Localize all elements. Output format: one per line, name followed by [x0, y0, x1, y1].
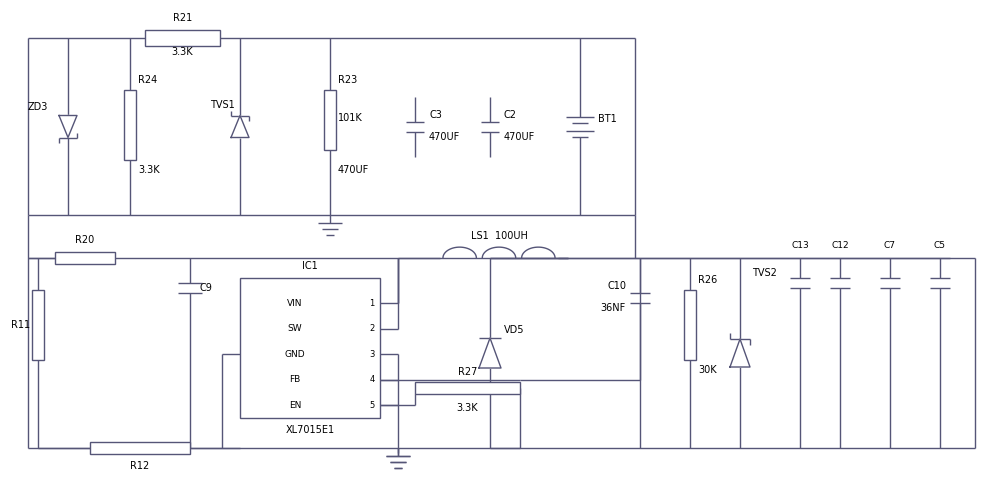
Text: R12: R12 — [130, 461, 150, 471]
Text: C3: C3 — [429, 109, 442, 120]
Text: C12: C12 — [831, 242, 849, 251]
Text: ZD3: ZD3 — [28, 102, 48, 111]
Text: VD5: VD5 — [504, 325, 524, 335]
Text: C13: C13 — [791, 242, 809, 251]
Text: 470UF: 470UF — [429, 132, 460, 141]
Bar — [55, 252, 115, 264]
Text: 101K: 101K — [338, 113, 363, 123]
Text: R27: R27 — [458, 367, 477, 377]
Text: C9: C9 — [200, 283, 213, 293]
Polygon shape — [59, 116, 77, 137]
Text: BT1: BT1 — [598, 114, 617, 123]
Text: R24: R24 — [138, 75, 157, 85]
Bar — [124, 90, 136, 160]
Bar — [145, 30, 220, 46]
Text: FB: FB — [289, 375, 301, 384]
Text: R20: R20 — [75, 235, 95, 245]
Text: R23: R23 — [338, 75, 357, 85]
Polygon shape — [479, 338, 501, 368]
Text: 3: 3 — [369, 350, 375, 359]
Text: VIN: VIN — [287, 299, 303, 308]
Text: R26: R26 — [698, 275, 717, 285]
Text: 1: 1 — [369, 299, 375, 308]
Text: 36NF: 36NF — [601, 303, 626, 313]
Bar — [240, 278, 380, 418]
Text: GND: GND — [285, 350, 305, 359]
Text: TVS1: TVS1 — [210, 101, 235, 110]
Text: IC1: IC1 — [302, 261, 318, 271]
Text: 4: 4 — [369, 375, 375, 384]
Text: 30K: 30K — [698, 365, 717, 375]
Text: 5: 5 — [369, 401, 375, 410]
Bar — [90, 442, 190, 454]
Text: SW: SW — [288, 324, 302, 333]
Text: EN: EN — [289, 401, 301, 410]
Bar — [684, 290, 696, 360]
Text: C2: C2 — [504, 109, 517, 120]
Text: 3.3K: 3.3K — [138, 165, 160, 175]
Text: R11: R11 — [11, 320, 30, 330]
Text: 3.3K: 3.3K — [457, 403, 478, 413]
Text: 470UF: 470UF — [504, 132, 535, 141]
Text: C5: C5 — [934, 242, 946, 251]
Text: 3.3K: 3.3K — [172, 47, 193, 57]
Text: C10: C10 — [607, 281, 626, 291]
Polygon shape — [730, 339, 750, 367]
Text: R21: R21 — [173, 13, 192, 23]
Text: C7: C7 — [884, 242, 896, 251]
Bar — [415, 382, 520, 394]
Text: TVS2: TVS2 — [752, 268, 777, 278]
Text: XL7015E1: XL7015E1 — [285, 425, 335, 435]
Text: LS1  100UH: LS1 100UH — [471, 231, 527, 241]
Bar — [32, 290, 44, 360]
Text: 470UF: 470UF — [338, 165, 369, 175]
Polygon shape — [231, 116, 249, 137]
Text: 2: 2 — [369, 324, 375, 333]
Bar — [324, 90, 336, 150]
